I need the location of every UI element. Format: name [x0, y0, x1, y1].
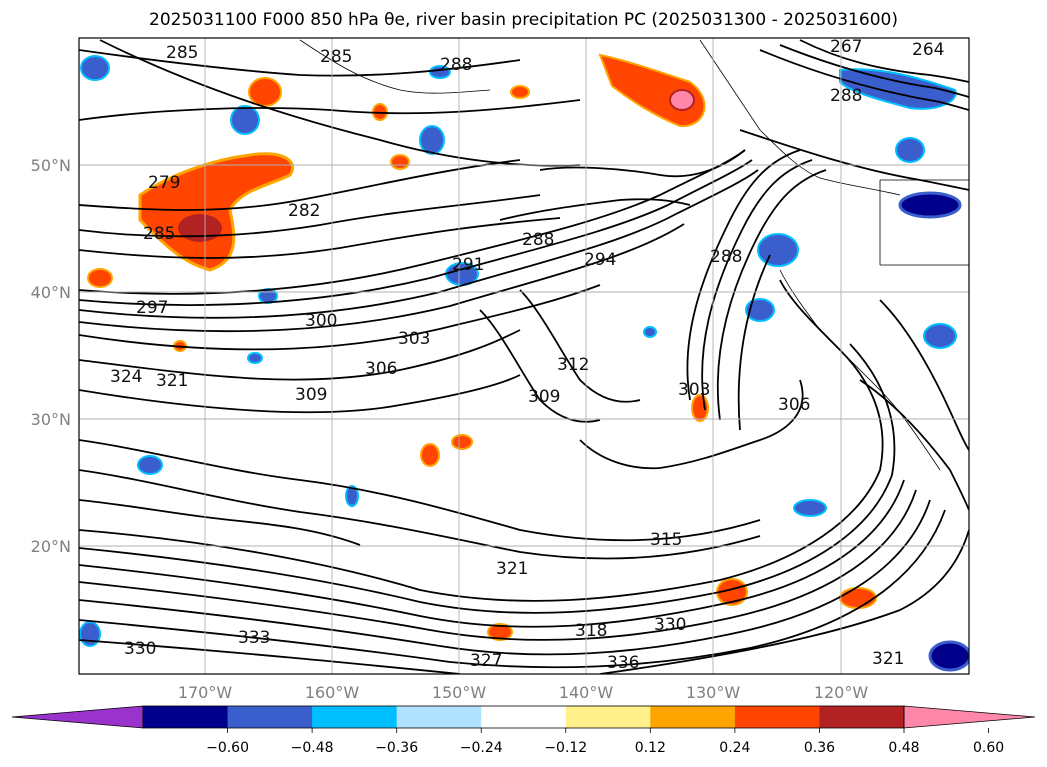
colorbar-swatch — [565, 706, 651, 728]
map-title: 2025031100 F000 850 hPa θe, river basin … — [149, 10, 898, 30]
colorbar-swatch — [143, 706, 229, 728]
contour-label: 318 — [575, 621, 607, 641]
contour-label: 321 — [872, 649, 904, 669]
contour-label: 324 — [110, 367, 142, 387]
contour-label: 330 — [654, 615, 686, 635]
colorbar-tick-label: −0.36 — [375, 740, 418, 756]
precip-patches — [79, 53, 969, 672]
contour-label: 300 — [305, 311, 337, 331]
colorbar-extend-max — [903, 705, 1036, 729]
lat-label: 50°N — [31, 156, 71, 175]
contour-label: 288 — [710, 247, 742, 267]
contour-label: 288 — [522, 230, 554, 250]
colorbar-tick-label: −0.12 — [544, 740, 587, 756]
map-panel — [79, 38, 969, 674]
colorbar-swatch — [227, 706, 313, 728]
colorbar-swatch — [481, 706, 567, 728]
lon-label: 140°W — [559, 683, 614, 702]
lon-label: 160°W — [305, 683, 360, 702]
contour-label: 309 — [528, 387, 560, 407]
colorbar-outline — [142, 705, 905, 729]
contour-label: 315 — [650, 530, 682, 550]
colorbar-swatch — [312, 706, 398, 728]
lon-label: 120°W — [814, 683, 869, 702]
contour-label: 297 — [136, 298, 168, 318]
lat-label: 30°N — [31, 410, 71, 429]
colorbar-swatch — [396, 706, 482, 728]
colorbar-swatch — [734, 706, 820, 728]
contour-label: 285 — [166, 43, 198, 63]
contour-label: 306 — [365, 359, 397, 379]
contour-label: 321 — [496, 559, 528, 579]
contour-label: 288 — [830, 86, 862, 106]
colorbar-swatch — [819, 706, 905, 728]
contour-label: 321 — [156, 371, 188, 391]
contour-label: 327 — [470, 651, 502, 671]
contour-label: 279 — [148, 173, 180, 193]
colorbar-tick-label: −0.60 — [206, 740, 249, 756]
lat-label: 20°N — [31, 537, 71, 556]
contour-label: 303 — [678, 380, 710, 400]
colorbar-tick-label: 0.36 — [804, 740, 835, 756]
colorbar-swatch — [650, 706, 736, 728]
contour-label: 291 — [452, 255, 484, 275]
contour-label: 267 — [830, 37, 862, 57]
colorbar-tick-label: 0.48 — [888, 740, 919, 756]
contour-label: 309 — [295, 385, 327, 405]
graticule — [79, 38, 969, 674]
contour-label: 312 — [557, 355, 589, 375]
contour-label: 336 — [607, 653, 639, 673]
contour-label: 288 — [440, 55, 472, 75]
contour-label: 264 — [912, 40, 944, 60]
contour-labels: 285 285 288 267 264 288 279 282 285 288 … — [110, 37, 944, 673]
contour-label: 285 — [320, 47, 352, 67]
colorbar-tick-label: 0.24 — [719, 740, 750, 756]
contour-label: 282 — [288, 201, 320, 221]
contour-label: 306 — [778, 395, 810, 415]
colorbar-tick-label: −0.24 — [460, 740, 503, 756]
colorbar-extend-min — [11, 705, 144, 729]
colorbar-tick-label: 0.60 — [973, 740, 1004, 756]
lat-label: 40°N — [31, 283, 71, 302]
colorbar: −0.60 −0.48 −0.36 −0.24 −0.12 0.12 0.24 0.36 0.4… — [11, 705, 1036, 756]
contour-label: 285 — [143, 224, 175, 244]
latitude-labels: 50°N 40°N 30°N 20°N — [31, 156, 71, 556]
colorbar-tick-label: 0.12 — [635, 740, 666, 756]
contour-label: 333 — [238, 628, 270, 648]
map-frame — [78, 37, 970, 675]
colorbar-tick-label: −0.48 — [291, 740, 334, 756]
longitude-labels: 170°W 160°W 150°W 140°W 130°W 120°W — [178, 683, 869, 702]
lon-label: 130°W — [686, 683, 741, 702]
contour-label: 330 — [124, 639, 156, 659]
lon-label: 150°W — [432, 683, 487, 702]
lon-label: 170°W — [178, 683, 233, 702]
contour-label: 294 — [584, 250, 616, 270]
coastlines — [299, 39, 969, 471]
contour-label: 303 — [398, 329, 430, 349]
